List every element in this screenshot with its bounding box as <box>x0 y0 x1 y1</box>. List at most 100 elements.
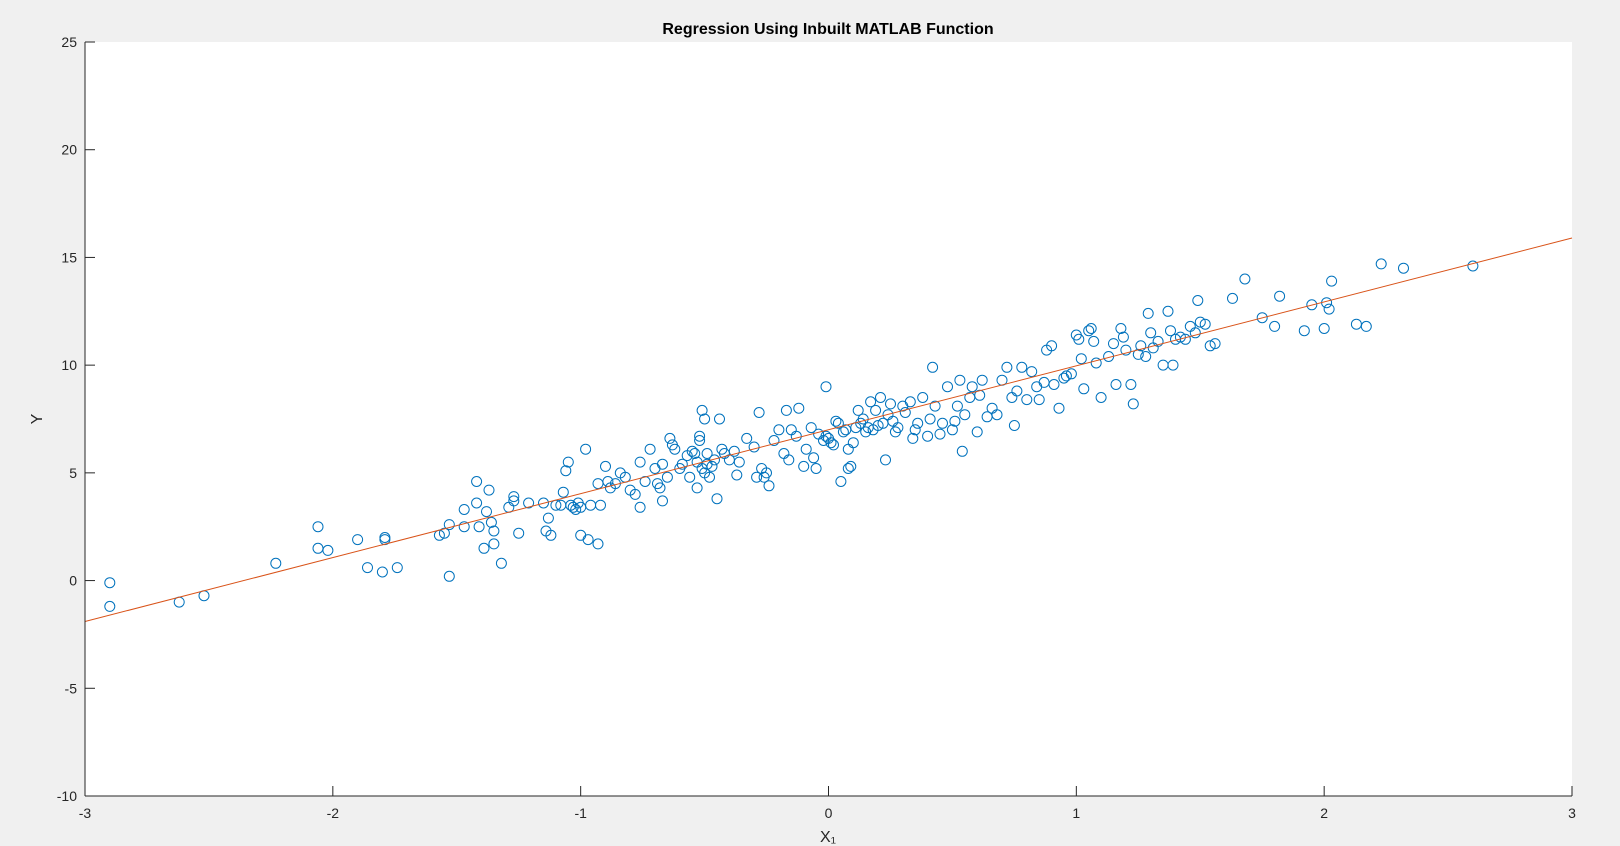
data-point <box>1083 325 1095 337</box>
data-point <box>473 521 485 533</box>
data-point <box>1008 420 1020 431</box>
data-point <box>704 471 715 483</box>
data-point <box>820 381 832 393</box>
data-point <box>946 424 958 436</box>
data-point <box>508 491 520 503</box>
y-tick-label: 5 <box>69 465 77 481</box>
data-point <box>954 374 966 386</box>
data-point <box>793 402 805 414</box>
data-point <box>875 392 886 403</box>
data-point <box>1398 262 1409 274</box>
data-point <box>929 400 941 412</box>
data-point <box>751 471 763 483</box>
data-point <box>438 527 450 539</box>
data-point <box>1048 379 1060 390</box>
data-point <box>733 456 745 468</box>
data-point <box>904 396 916 408</box>
data-point <box>443 519 455 531</box>
data-point <box>471 476 483 487</box>
data-point <box>1467 260 1479 272</box>
x-tick-label: -3 <box>79 805 92 821</box>
data-point <box>654 482 666 494</box>
data-point <box>1053 402 1065 414</box>
data-point <box>761 467 772 479</box>
data-point <box>1239 273 1251 285</box>
data-point <box>1167 359 1179 371</box>
data-point <box>557 486 569 498</box>
data-point <box>1110 379 1122 390</box>
data-point <box>741 432 753 444</box>
data-point <box>1075 353 1087 365</box>
data-point <box>538 497 549 509</box>
data-point <box>847 437 859 449</box>
data-point <box>845 460 857 472</box>
data-point <box>483 484 495 496</box>
x-tick-label: 3 <box>1568 805 1576 821</box>
data-point <box>495 557 507 569</box>
data-point <box>104 600 116 612</box>
data-point <box>1142 307 1154 319</box>
x-tick-label: -1 <box>574 805 587 821</box>
data-point <box>1021 394 1033 406</box>
data-point <box>942 381 953 393</box>
data-point <box>488 538 500 550</box>
data-point <box>937 417 948 429</box>
data-point <box>691 482 703 494</box>
data-point <box>1026 366 1038 378</box>
data-point <box>709 454 720 466</box>
data-point <box>629 488 641 500</box>
data-point <box>805 422 817 434</box>
data-point <box>562 456 574 468</box>
data-point <box>714 413 725 425</box>
data-point <box>1162 305 1174 317</box>
data-point <box>669 443 681 455</box>
data-point <box>1011 385 1023 397</box>
data-point <box>1375 258 1387 270</box>
data-point <box>912 417 924 429</box>
data-point <box>1127 398 1139 410</box>
data-point <box>478 542 490 554</box>
data-point <box>644 443 656 455</box>
data-point <box>790 430 802 442</box>
data-point <box>798 460 810 472</box>
data-point <box>1199 318 1211 330</box>
data-point <box>825 437 837 449</box>
data-point <box>270 557 282 569</box>
data-point <box>1016 361 1028 373</box>
data-point <box>1125 379 1137 390</box>
data-point <box>837 426 849 438</box>
data-point <box>458 521 470 533</box>
data-point <box>684 471 696 483</box>
data-point <box>322 544 334 556</box>
data-point <box>689 448 701 459</box>
data-point <box>1174 331 1186 343</box>
data-point <box>661 471 673 483</box>
plot-area <box>85 42 1572 796</box>
data-point <box>312 521 324 533</box>
data-point <box>899 407 911 418</box>
data-point <box>1189 327 1201 339</box>
data-point <box>1274 290 1286 302</box>
data-point <box>1117 331 1129 343</box>
y-tick-label: 10 <box>61 357 77 373</box>
data-point <box>763 480 775 492</box>
data-point <box>907 432 919 444</box>
data-point <box>808 452 820 464</box>
data-point <box>580 443 592 455</box>
x-tick-label: 1 <box>1072 805 1080 821</box>
data-point <box>880 454 891 466</box>
data-point <box>686 445 698 457</box>
data-point <box>842 463 854 474</box>
data-point <box>104 577 116 589</box>
data-point <box>810 463 822 474</box>
data-point <box>634 501 646 513</box>
data-point <box>924 413 936 425</box>
data-point <box>951 400 963 412</box>
data-point <box>1256 312 1268 324</box>
data-point <box>966 381 978 393</box>
data-point <box>1088 335 1100 347</box>
data-point <box>542 512 554 524</box>
data-point <box>485 516 497 528</box>
data-point <box>694 435 706 446</box>
